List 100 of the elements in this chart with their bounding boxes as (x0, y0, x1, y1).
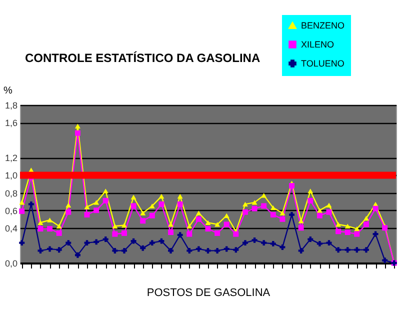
point (242, 209, 248, 215)
point (372, 231, 378, 237)
point (94, 239, 100, 245)
point (74, 130, 80, 136)
point (66, 202, 72, 208)
point (270, 205, 276, 210)
point (168, 248, 174, 254)
point (102, 188, 108, 194)
point (94, 200, 100, 205)
point (316, 240, 322, 246)
point (112, 248, 118, 254)
point (205, 248, 211, 254)
point (47, 226, 53, 232)
point (363, 216, 369, 221)
point (336, 247, 342, 253)
point (196, 216, 202, 222)
point (344, 247, 350, 253)
point (130, 238, 136, 244)
point (177, 194, 183, 199)
point (252, 200, 258, 205)
point (84, 240, 90, 246)
point (214, 230, 220, 236)
point (224, 222, 230, 228)
point (224, 246, 230, 252)
point (186, 231, 192, 237)
point (177, 201, 183, 207)
point (56, 230, 62, 236)
point (326, 202, 332, 208)
y-axis-title: % (4, 86, 12, 96)
point (326, 209, 332, 215)
y-tick-label: 0,0 (4, 258, 18, 268)
point (168, 230, 174, 236)
chart-title: CONTROLE ESTATÍSTICO DA GASOLINA (25, 51, 260, 65)
y-tick-label: 1,0 (4, 170, 18, 181)
point (252, 237, 258, 243)
point (336, 228, 342, 234)
point (261, 240, 267, 246)
point (382, 258, 388, 264)
y-tick-label: 0,6 (4, 206, 18, 216)
point (47, 246, 53, 252)
point (196, 210, 202, 216)
point (372, 206, 378, 212)
point (354, 247, 360, 253)
point (252, 206, 258, 212)
point (354, 226, 360, 232)
point (261, 193, 267, 198)
point (38, 248, 44, 254)
point (382, 225, 388, 231)
point (196, 246, 202, 252)
point (56, 247, 62, 253)
point (205, 226, 211, 232)
point (149, 212, 155, 218)
point (233, 247, 239, 253)
point (177, 232, 183, 238)
point (214, 248, 220, 254)
point (102, 198, 108, 204)
point (149, 240, 155, 246)
point (56, 224, 62, 229)
point (316, 208, 322, 213)
point (289, 183, 294, 188)
point (261, 203, 267, 209)
point (74, 124, 80, 128)
point (186, 224, 192, 229)
point (122, 248, 127, 254)
point (316, 212, 322, 218)
point (66, 240, 72, 246)
legend-label: XILENO (301, 40, 334, 50)
point (186, 248, 192, 254)
y-tick-label: 1,6 (4, 118, 18, 128)
point (205, 220, 211, 225)
point (308, 198, 314, 204)
point (298, 225, 304, 231)
point (242, 202, 248, 207)
point (122, 222, 127, 228)
point (242, 240, 248, 246)
point (308, 188, 314, 194)
x-axis-title: POSTOS DE GASOLINA (146, 287, 271, 299)
point (280, 244, 286, 250)
point (19, 200, 25, 205)
point (66, 209, 72, 215)
point (289, 212, 294, 218)
point (354, 231, 360, 237)
point (140, 210, 146, 216)
point (130, 203, 136, 209)
point (270, 212, 276, 218)
point (47, 218, 53, 222)
point (140, 245, 146, 251)
point (112, 231, 118, 237)
point (344, 230, 350, 236)
legend-label: TOLUENO (301, 58, 344, 68)
point (38, 226, 44, 232)
point (122, 230, 127, 236)
point (214, 222, 220, 227)
point (298, 248, 304, 254)
point (233, 231, 239, 237)
point (158, 238, 164, 244)
y-tick-label: 1,2 (4, 153, 18, 164)
point (158, 194, 164, 199)
point (19, 208, 25, 214)
point (308, 236, 314, 242)
